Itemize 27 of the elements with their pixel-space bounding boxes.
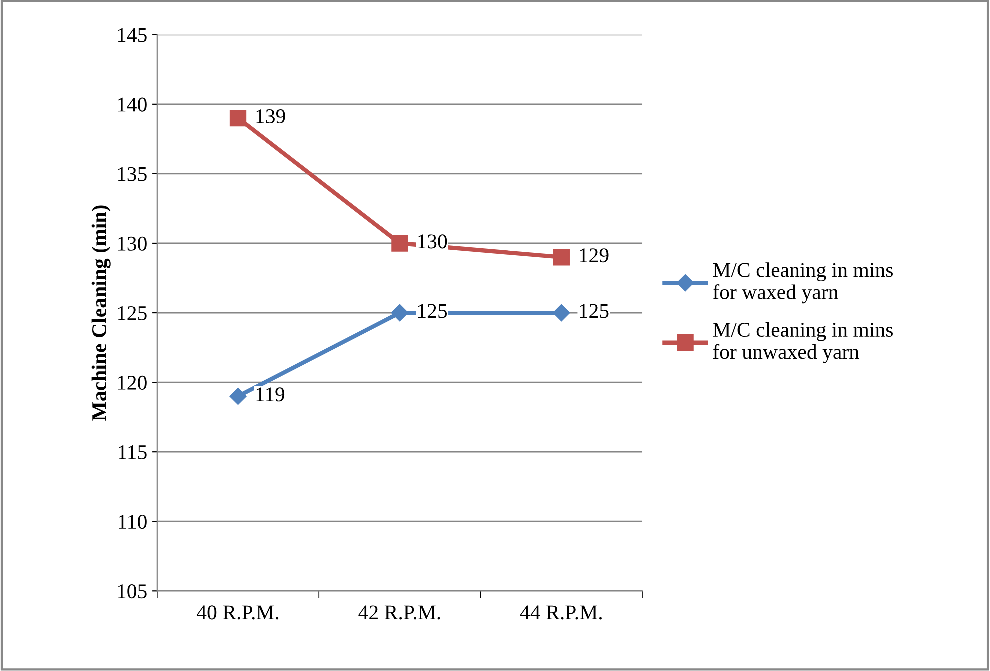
y-tick-label: 135 [118,167,147,182]
y-tick-label: 120 [118,376,147,390]
y-tick-label: 140 [118,98,147,112]
data-label: 139 [256,110,286,124]
x-tick-label: 42 R.P.M. [358,606,440,620]
legend-label: M/C cleaning in mins for unwaxed yarn [713,322,893,364]
y-tick-label: 115 [119,446,147,460]
y-tick-label: 125 [118,306,147,320]
y-tick-label: 130 [118,236,147,251]
legend-label: M/C cleaning in mins for waxed yarn [713,262,893,304]
y-tick-label: 105 [118,584,147,599]
point [230,110,247,127]
point [553,304,570,322]
y-axis-title: Machine Cleaning (min) [92,206,111,421]
point [392,235,408,252]
y-tick-label: 145 [118,28,147,42]
data-label: 130 [418,234,448,249]
data-label: 119 [256,388,285,402]
point [391,304,409,322]
x-tick-label: 44 R.P.M. [520,606,602,620]
data-label: 125 [580,304,609,318]
point [230,388,247,406]
point [553,249,570,266]
x-tick-label: 40 R.P.M. [196,606,279,620]
data-label: 125 [418,304,448,318]
data-label: 129 [580,248,609,263]
y-tick-label: 110 [119,514,147,530]
